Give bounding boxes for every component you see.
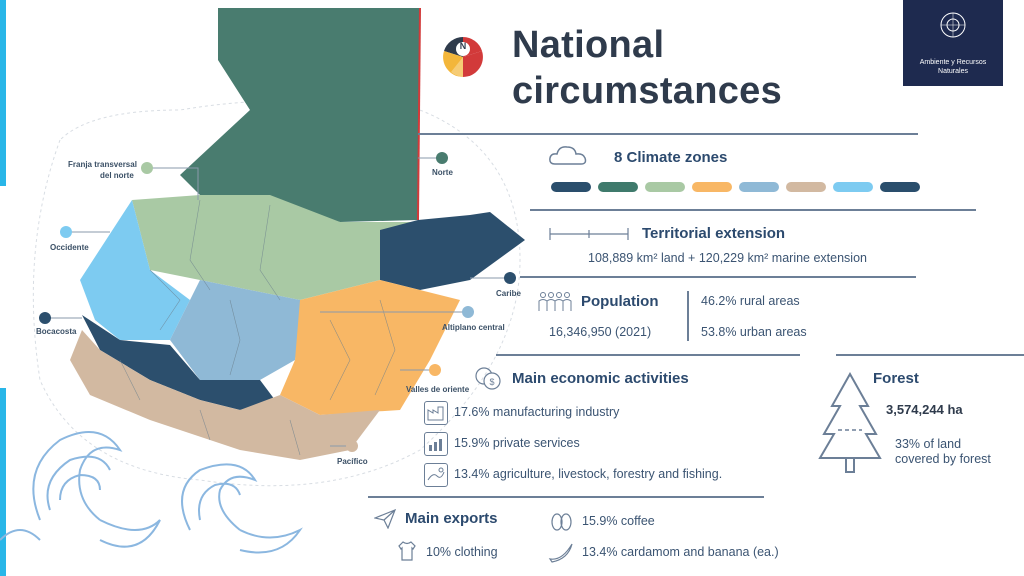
economy-item-2: 15.9% private services [454,436,580,450]
label-franja-1: Franja transversal [68,160,137,169]
label-caribe: Caribe [496,289,521,298]
dot-franja [141,162,153,174]
label-pacifico: Pacífico [337,457,368,466]
forest-share-1: 33% of land [895,437,962,451]
services-icon [424,432,448,456]
logo-text-line-2: Naturales [938,68,968,75]
banana-icon [548,543,573,563]
title-line-1: National [512,24,665,66]
title-line-2: circumstances [512,70,783,112]
region-pacifico [70,330,380,460]
logo-text-line-1: Ambiente y Recursos [919,59,987,66]
territory-value: 108,889 km² land + 120,229 km² marine ex… [588,251,867,265]
climate-swatch-6 [786,182,826,192]
region-franja [132,195,418,300]
people-icon [538,292,572,311]
cloud-icon [549,146,587,165]
climate-swatch-5 [739,182,779,192]
region-valles [280,280,460,415]
guatemala-map [0,7,525,554]
label-altiplano: Altiplano central [442,323,505,332]
economy-label: Main economic activities [512,370,689,387]
forest-share-2: covered by forest [895,452,991,466]
climate-swatches [551,182,923,192]
dot-occidente [60,226,72,238]
exports-clothing: 10% clothing [426,545,498,559]
tree-icon [818,372,882,473]
label-bocacosta: Bocacosta [36,327,77,336]
compass-icon [443,37,483,77]
waves-decoration [0,431,303,554]
exports-cardamom: 13.4% cardamom and banana (ea.) [582,545,779,559]
divider-territory [520,276,916,278]
ruler-icon [549,228,629,240]
map-border-red [417,7,421,221]
divider-forest [836,354,1024,356]
climate-swatch-1 [551,182,591,192]
climate-swatch-2 [598,182,638,192]
dot-bocacosta [39,312,51,324]
divider-title [418,133,918,135]
population-value: 16,346,950 (2021) [549,325,652,339]
dot-valles [429,364,441,376]
label-valles: Valles de oriente [406,385,470,394]
coffee-bean-icon [551,513,572,531]
exports-coffee: 15.9% coffee [582,514,655,528]
page-title: National circumstances [512,22,782,114]
region-altiplano [170,280,330,380]
dot-norte [436,152,448,164]
paper-plane-icon [374,509,396,529]
divider-climate [530,209,976,211]
climate-swatch-3 [645,182,685,192]
population-urban: 53.8% urban areas [701,325,807,339]
exports-label: Main exports [405,510,498,527]
territory-label: Territorial extension [642,225,786,242]
coat-of-arms-icon [940,12,966,38]
population-divider [687,291,689,341]
forest-area: 3,574,244 ha [886,402,963,417]
economy-item-3: 13.4% agriculture, livestock, forestry a… [454,467,723,481]
population-rural: 46.2% rural areas [701,294,800,308]
region-occidente [80,200,190,340]
left-accent-bar-bottom [0,388,6,576]
climate-swatch-4 [692,182,732,192]
dot-altiplano [462,306,474,318]
population-label: Population [581,293,659,310]
region-norte [180,8,420,222]
left-accent-bar-top [0,0,6,186]
climate-swatch-7 [833,182,873,192]
climate-zones-label: 8 Climate zones [614,149,728,166]
factory-icon [424,401,448,425]
coins-icon: $ [475,367,501,390]
label-franja-2: del norte [100,171,134,180]
region-bocacosta [82,315,275,410]
label-occidente: Occidente [50,243,89,252]
ministry-logo: Ambiente y Recursos Naturales [903,0,1003,86]
divider-economy [368,496,764,498]
clothing-icon [398,541,416,561]
region-caribe [380,212,525,290]
label-norte: Norte [432,168,453,177]
compass-letter: N [459,41,467,51]
dot-pacifico [346,440,358,452]
divider-population [496,354,800,356]
forest-label: Forest [873,370,919,387]
economy-item-1: 17.6% manufacturing industry [454,405,620,419]
agriculture-icon [424,463,448,487]
climate-swatch-8 [880,182,920,192]
svg-text:$: $ [489,377,494,387]
dot-caribe [504,272,516,284]
